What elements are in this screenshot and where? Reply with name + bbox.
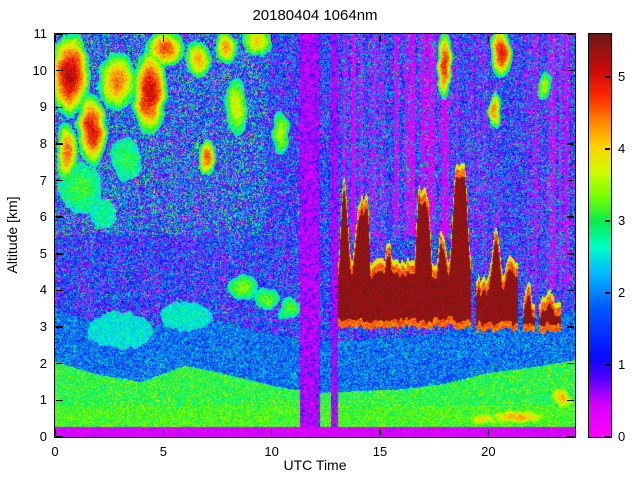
y-tick-mark (567, 253, 574, 255)
y-tick-label: 2 (39, 355, 47, 371)
x-tick-mark (270, 429, 273, 436)
y-tick-label: 0 (39, 429, 47, 444)
y-tick-mark (56, 326, 63, 328)
y-tick-label: 7 (39, 172, 47, 188)
y-tick-label: 4 (39, 282, 47, 298)
y-tick-mark (567, 289, 574, 292)
y-tick-mark (56, 33, 63, 35)
colorbar-tick-label: 3 (618, 213, 626, 229)
y-tick-label: 1 (39, 392, 47, 408)
y-tick-mark (567, 106, 574, 109)
colorbar-tick-mark (605, 220, 610, 222)
heatmap-plot (53, 32, 576, 438)
y-tick-mark (567, 436, 574, 438)
y-tick-mark (56, 362, 63, 365)
y-tick-mark (56, 69, 63, 72)
y-tick-mark (567, 69, 574, 72)
y-tick-label: 11 (33, 26, 48, 41)
x-tick-mark (54, 429, 56, 436)
y-tick-mark (56, 106, 63, 109)
x-tick-mark (379, 35, 381, 42)
y-tick-mark (567, 216, 574, 218)
y-tick-mark (567, 33, 574, 35)
x-tick-mark (487, 429, 490, 436)
y-tick-mark (56, 143, 63, 145)
colorbar-tick-mark (605, 76, 610, 78)
colorbar-tick-label: 5 (618, 69, 626, 85)
x-tick-label: 5 (159, 444, 167, 459)
y-tick-mark (56, 436, 63, 438)
y-tick-mark (56, 253, 63, 255)
x-tick-mark (162, 35, 165, 42)
colorbar-tick-mark (605, 364, 610, 366)
y-tick-mark (56, 399, 63, 402)
x-tick-label: 10 (264, 444, 279, 459)
y-tick-mark (56, 289, 63, 292)
x-tick-mark (162, 429, 165, 436)
x-tick-mark (54, 35, 56, 42)
y-axis-label: Altitude [km] (4, 196, 20, 274)
x-tick-label: 20 (481, 444, 496, 459)
colorbar-tick-label: 0 (618, 429, 626, 444)
x-tick-label: 0 (51, 444, 59, 459)
y-tick-mark (567, 362, 574, 365)
x-axis-label: UTC Time (283, 457, 347, 473)
y-tick-label: 5 (39, 245, 47, 261)
colorbar-tick-label: 4 (618, 141, 626, 157)
y-tick-label: 3 (39, 319, 47, 335)
colorbar-tick-label: 2 (618, 285, 626, 301)
y-tick-mark (567, 143, 574, 145)
colorbar-tick-mark (605, 292, 610, 294)
y-tick-mark (567, 326, 574, 328)
y-tick-label: 9 (39, 99, 47, 115)
y-tick-label: 8 (39, 135, 47, 151)
x-tick-label: 15 (372, 444, 388, 459)
x-tick-mark (379, 429, 381, 436)
y-tick-mark (567, 399, 574, 402)
x-tick-mark (270, 35, 273, 42)
y-tick-label: 10 (32, 62, 47, 78)
colorbar-tick-mark (605, 148, 610, 150)
colorbar-tick-mark (605, 436, 610, 438)
colorbar-tick-label: 1 (618, 357, 626, 373)
x-tick-mark (487, 35, 490, 42)
y-tick-mark (567, 179, 574, 182)
y-tick-mark (56, 179, 63, 182)
colorbar (587, 32, 612, 438)
y-tick-mark (56, 216, 63, 218)
plot-title: 20180404 1064nm (252, 7, 378, 24)
y-tick-label: 6 (39, 209, 47, 225)
